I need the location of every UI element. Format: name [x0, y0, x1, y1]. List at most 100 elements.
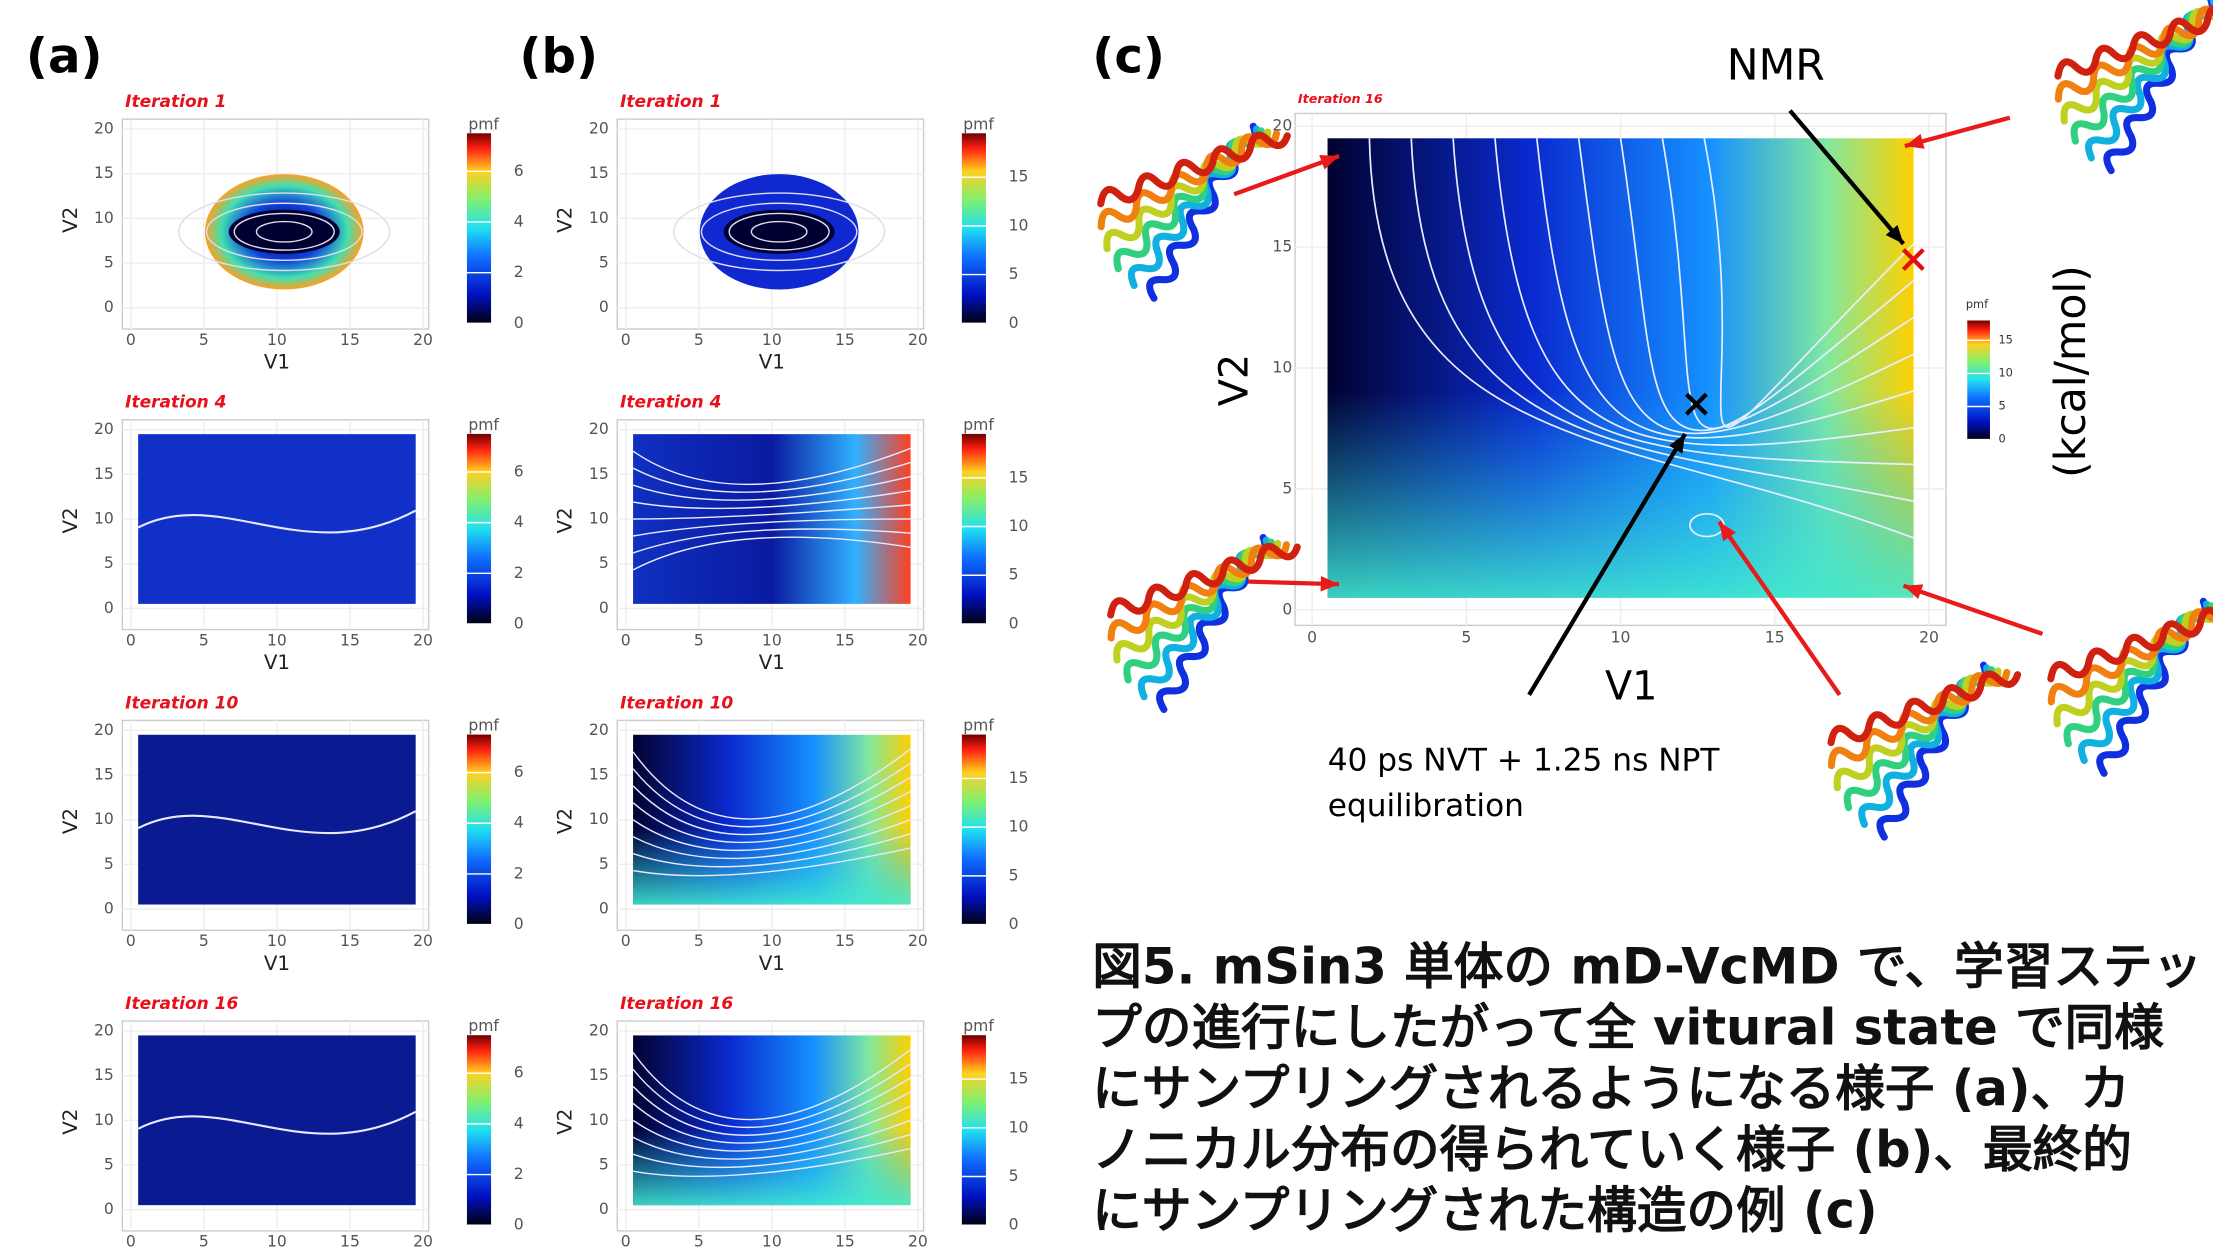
- x-tick-label: 10: [762, 1233, 782, 1251]
- y-tick-label: 15: [94, 164, 114, 182]
- contour: [1410, 138, 1914, 503]
- contour: [632, 528, 911, 554]
- x-tick-label: 15: [340, 331, 360, 349]
- y-tick-label: 0: [599, 1200, 609, 1218]
- contour: [1368, 138, 1914, 539]
- y-tick-label: 10: [94, 810, 114, 828]
- contour: [1703, 138, 1915, 428]
- y-tick-label: 20: [589, 420, 609, 438]
- protein-helix: [1107, 541, 1290, 642]
- protein-helix: [1113, 127, 1265, 273]
- colorbar-tick-label: 4: [514, 212, 524, 230]
- x-tick-label: 15: [1765, 629, 1785, 647]
- colorbar-tick-label: 6: [514, 162, 524, 180]
- annotation: 40 ps NVT + 1.25 ns NPT: [1328, 743, 1721, 779]
- x-tick-label: 15: [340, 1233, 360, 1251]
- plot-title: Iteration 1: [620, 92, 721, 112]
- protein-helix: [2060, 0, 2213, 125]
- y-axis-label: V2: [1211, 354, 1257, 406]
- protein-helix: [1097, 130, 1281, 231]
- y-tick-label: 15: [589, 164, 609, 182]
- x-tick-label: 0: [621, 932, 631, 950]
- y-tick-label: 5: [104, 254, 114, 272]
- contour: [205, 202, 363, 262]
- panel-label: (b): [519, 29, 598, 85]
- colorbar-tick-label: 15: [1009, 1070, 1029, 1088]
- colorbar-tick-label: 15: [1009, 168, 1029, 186]
- y-axis-label: V2: [554, 808, 577, 834]
- colorbar-tick-label: 5: [1009, 566, 1019, 584]
- x-tick-label: 0: [126, 331, 136, 349]
- y-tick-label: 10: [589, 1111, 609, 1129]
- y-tick-label: 10: [94, 209, 114, 227]
- colorbar: [466, 734, 492, 925]
- x-tick-label: 0: [126, 932, 136, 950]
- y-axis-label: V2: [59, 1109, 82, 1135]
- colorbar-title: pmf: [963, 416, 994, 434]
- colorbar-tick-label: 0: [514, 915, 524, 933]
- colorbar: [1967, 320, 1990, 440]
- y-tick-label: 20: [94, 1021, 114, 1039]
- contour: [1494, 138, 1914, 446]
- y-axis-label: V2: [554, 1109, 577, 1135]
- protein-helix: [2047, 605, 2213, 706]
- contour: [1619, 138, 1915, 432]
- colorbar-tick-label: 15: [1009, 468, 1029, 486]
- colorbar-tick-label: 0: [1009, 1216, 1019, 1234]
- contour: [1661, 138, 1915, 430]
- y-tick-label: 5: [104, 855, 114, 873]
- panel-label: (c): [1092, 29, 1165, 85]
- contour: [632, 1119, 911, 1160]
- heatmap: [633, 1035, 911, 1206]
- contour: [137, 810, 417, 835]
- x-axis-label: V1: [1605, 664, 1657, 710]
- plot-title: Iteration 16: [125, 994, 238, 1014]
- contour: [632, 790, 911, 844]
- x-tick-label: 20: [413, 1233, 433, 1251]
- y-tick-label: 10: [589, 510, 609, 528]
- caption-line: にサンプリングされるようになる様子 (a)、カ: [1092, 1059, 2130, 1117]
- colorbar-tick-label: 4: [514, 513, 524, 531]
- arrow-head: [1669, 433, 1686, 454]
- x-tick-label: 5: [694, 331, 704, 349]
- arrow: [1527, 432, 1687, 696]
- caption-line: プの進行にしたがって全 vitural state で同様: [1092, 998, 2164, 1056]
- x-tick-label: 10: [762, 932, 782, 950]
- y-tick-label: 20: [589, 120, 609, 138]
- x-tick-label: 5: [694, 631, 704, 649]
- y-tick-label: 0: [1282, 600, 1292, 618]
- colorbar-tick-label: 0: [1998, 432, 2005, 446]
- protein-helix: [1113, 539, 1282, 664]
- colorbar-tick-label: 0: [1009, 614, 1019, 632]
- colorbar-tick-label: 4: [514, 814, 524, 832]
- plot-title: Iteration 4: [125, 393, 226, 413]
- contour: [632, 461, 911, 493]
- colorbar-title: pmf: [468, 1017, 499, 1035]
- x-tick-label: 10: [267, 631, 287, 649]
- contour: [632, 1133, 911, 1169]
- colorbar-tick-label: 0: [514, 314, 524, 332]
- y-tick-label: 5: [599, 855, 609, 873]
- contour: [632, 475, 911, 501]
- heatmap: [1327, 138, 1914, 598]
- contour: [632, 1147, 911, 1178]
- x-tick-label: 10: [267, 1233, 287, 1251]
- arrow-head: [1719, 521, 1736, 542]
- colorbar-tick-label: 2: [514, 1165, 524, 1183]
- x-tick-label: 15: [835, 331, 855, 349]
- contour: [632, 833, 911, 868]
- y-tick-label: 0: [104, 298, 114, 316]
- x-tick-label: 0: [126, 631, 136, 649]
- x-axis-label: V1: [759, 351, 785, 374]
- y-tick-label: 15: [589, 765, 609, 783]
- x-tick-label: 20: [413, 631, 433, 649]
- colorbar-tick-label: 15: [1998, 332, 2012, 346]
- x-axis-label: V1: [759, 952, 785, 975]
- colorbar-tick-label: 6: [514, 462, 524, 480]
- colorbar-title: pmf: [468, 416, 499, 434]
- colorbar-tick-label: 10: [1009, 517, 1029, 535]
- colorbar: [961, 433, 986, 624]
- x-axis-label: V1: [264, 952, 290, 975]
- plot-title: Iteration 1: [125, 92, 226, 112]
- plot-title: Iteration 16: [620, 994, 733, 1014]
